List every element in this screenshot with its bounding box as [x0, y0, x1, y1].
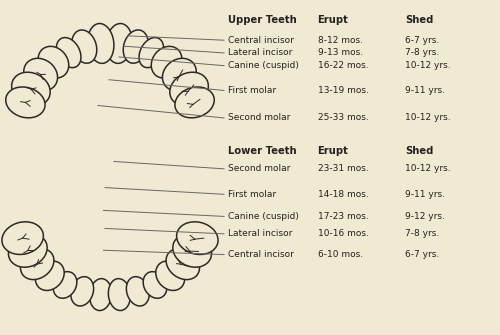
Ellipse shape: [6, 87, 45, 118]
Ellipse shape: [12, 72, 50, 106]
Text: Lateral incisor: Lateral incisor: [228, 49, 292, 57]
Text: Central incisor: Central incisor: [228, 250, 294, 259]
Text: 23-31 mos.: 23-31 mos.: [318, 164, 368, 173]
Text: 8-12 mos.: 8-12 mos.: [318, 36, 362, 45]
Ellipse shape: [143, 272, 167, 298]
Text: 9-11 yrs.: 9-11 yrs.: [405, 86, 445, 95]
Text: 14-18 mos.: 14-18 mos.: [318, 190, 368, 199]
Ellipse shape: [156, 261, 184, 290]
Text: 9-11 yrs.: 9-11 yrs.: [405, 190, 445, 199]
Ellipse shape: [38, 46, 68, 78]
Text: Central incisor: Central incisor: [228, 36, 294, 45]
Ellipse shape: [173, 234, 212, 267]
Text: 16-22 mos.: 16-22 mos.: [318, 61, 368, 70]
Ellipse shape: [53, 272, 77, 298]
Ellipse shape: [90, 279, 112, 311]
Text: 25-33 mos.: 25-33 mos.: [318, 114, 368, 122]
Text: 7-8 yrs.: 7-8 yrs.: [405, 49, 440, 57]
Text: 6-7 yrs.: 6-7 yrs.: [405, 250, 440, 259]
Ellipse shape: [106, 23, 132, 63]
Text: 17-23 mos.: 17-23 mos.: [318, 212, 368, 221]
Text: 13-19 mos.: 13-19 mos.: [318, 86, 368, 95]
Text: Shed: Shed: [405, 15, 434, 25]
Ellipse shape: [176, 222, 218, 255]
Ellipse shape: [166, 249, 200, 280]
Ellipse shape: [88, 23, 114, 63]
Text: Canine (cuspid): Canine (cuspid): [228, 212, 298, 221]
Text: Lower Teeth: Lower Teeth: [228, 146, 296, 156]
Ellipse shape: [108, 279, 130, 311]
Text: Second molar: Second molar: [228, 114, 290, 122]
Ellipse shape: [36, 261, 64, 290]
Text: 9-13 mos.: 9-13 mos.: [318, 49, 362, 57]
Text: Lateral incisor: Lateral incisor: [228, 229, 292, 238]
Text: Erupt: Erupt: [318, 146, 348, 156]
Ellipse shape: [8, 234, 47, 267]
Ellipse shape: [70, 277, 94, 306]
Ellipse shape: [24, 58, 58, 91]
Text: 6-7 yrs.: 6-7 yrs.: [405, 36, 440, 45]
Text: 10-16 mos.: 10-16 mos.: [318, 229, 368, 238]
Text: Canine (cuspid): Canine (cuspid): [228, 61, 298, 70]
Ellipse shape: [139, 38, 164, 68]
Text: 10-12 yrs.: 10-12 yrs.: [405, 114, 450, 122]
Text: 6-10 mos.: 6-10 mos.: [318, 250, 362, 259]
Ellipse shape: [152, 46, 182, 78]
Text: Erupt: Erupt: [318, 15, 348, 25]
Ellipse shape: [56, 38, 81, 68]
Text: 9-12 yrs.: 9-12 yrs.: [405, 212, 445, 221]
Ellipse shape: [175, 87, 214, 118]
Text: First molar: First molar: [228, 86, 276, 95]
Text: First molar: First molar: [228, 190, 276, 199]
Text: Second molar: Second molar: [228, 164, 290, 173]
Text: 7-8 yrs.: 7-8 yrs.: [405, 229, 440, 238]
Ellipse shape: [2, 222, 43, 255]
Text: Shed: Shed: [405, 146, 434, 156]
Text: 10-12 yrs.: 10-12 yrs.: [405, 164, 450, 173]
Ellipse shape: [162, 58, 196, 91]
Ellipse shape: [123, 30, 148, 63]
Ellipse shape: [170, 72, 208, 106]
Ellipse shape: [20, 249, 54, 280]
Ellipse shape: [126, 277, 150, 306]
Text: 10-12 yrs.: 10-12 yrs.: [405, 61, 450, 70]
Text: Upper Teeth: Upper Teeth: [228, 15, 296, 25]
Ellipse shape: [72, 30, 97, 63]
